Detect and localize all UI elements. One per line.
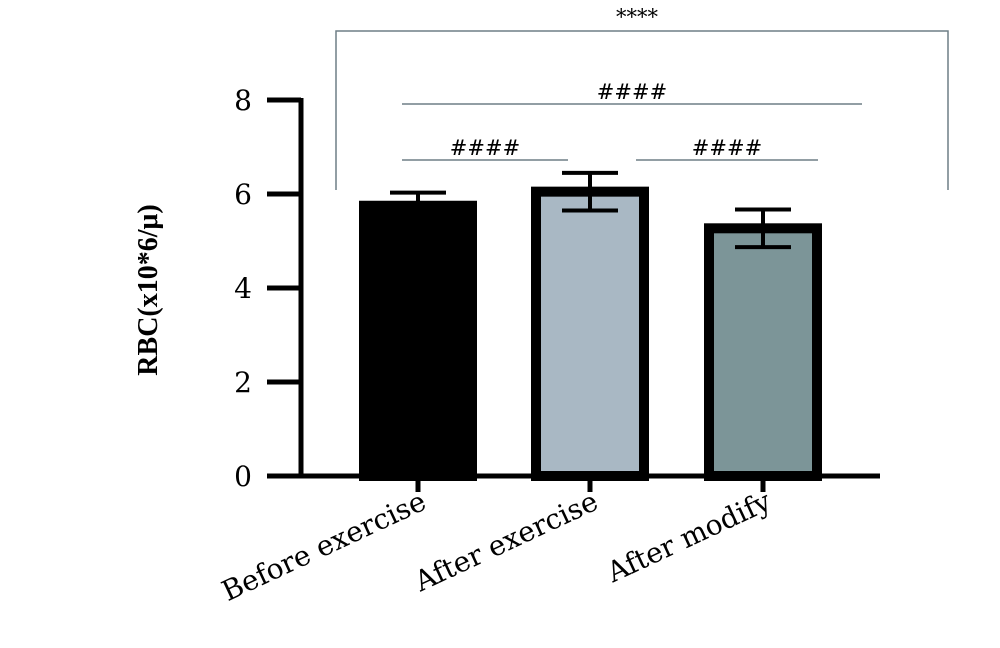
bar — [704, 223, 822, 481]
significance-label: #### — [597, 80, 667, 104]
significance-label: #### — [692, 136, 762, 160]
error-bar — [390, 190, 446, 221]
x-tick-label: Before exercise — [217, 484, 431, 607]
error-bar — [735, 207, 791, 250]
y-tick-label: 6 — [234, 178, 252, 211]
y-tick-label: 0 — [234, 460, 252, 493]
significance-bracket — [335, 30, 949, 190]
y-axis-label: RBC(x10*6/μ) — [133, 204, 164, 375]
bar — [531, 186, 649, 481]
x-tick-label: After exercise — [409, 484, 603, 598]
bar — [359, 200, 477, 481]
x-tick-label: After modify — [601, 484, 776, 589]
significance-annotations: #### #### #### **** — [335, 5, 949, 190]
error-bar — [562, 170, 618, 213]
significance-label: #### — [450, 136, 520, 160]
y-tick-label: 2 — [234, 366, 252, 399]
significance-label: **** — [616, 5, 659, 29]
y-tick-label: 8 — [234, 84, 252, 117]
bars — [359, 170, 822, 481]
y-tick-label: 4 — [234, 272, 252, 305]
